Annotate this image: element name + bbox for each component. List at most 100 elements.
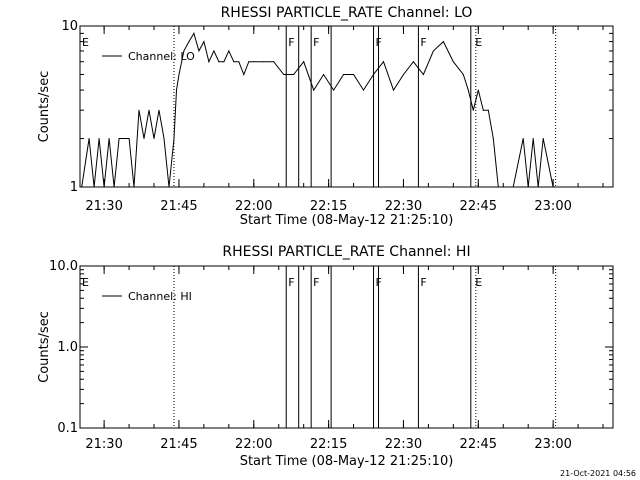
flag-label: F (376, 36, 382, 49)
data-point (113, 186, 115, 188)
data-point (98, 138, 100, 139)
flag-label: E (82, 276, 89, 289)
flag-label: F (376, 276, 382, 289)
data-point (532, 138, 534, 139)
y-axis-label: Counts/sec (37, 311, 52, 383)
data-point (128, 138, 130, 139)
x-axis-label: Start Time (08-May-12 21:25:10) (240, 213, 454, 228)
x-tick-label: 22:00 (235, 199, 272, 214)
y-tick-label: 10.0 (49, 259, 78, 274)
series-line (81, 32, 554, 188)
data-point (477, 89, 479, 91)
data-point (213, 50, 215, 52)
data-point (218, 61, 220, 63)
data-point (123, 138, 125, 139)
data-point (178, 74, 180, 75)
data-point (143, 138, 145, 139)
data-point (542, 138, 544, 139)
data-point (487, 109, 489, 111)
data-point (108, 138, 110, 139)
data-point (88, 138, 90, 139)
data-point (333, 89, 335, 91)
x-tick-label: 22:00 (235, 437, 272, 452)
y-tick-label: 0.1 (57, 421, 78, 436)
data-point (393, 89, 394, 91)
flag-label: F (313, 276, 319, 289)
data-point (81, 186, 83, 188)
data-point (512, 186, 514, 188)
data-point (442, 41, 444, 43)
data-point (537, 186, 539, 188)
x-tick-label: 22:15 (310, 199, 347, 214)
data-point (273, 61, 275, 63)
data-point (552, 186, 554, 188)
data-point (248, 61, 250, 63)
data-point (403, 74, 404, 75)
legend-label: Channel: LO (128, 50, 195, 63)
data-point (176, 89, 177, 91)
data-point (163, 138, 165, 139)
data-point (283, 74, 285, 75)
data-point (263, 61, 265, 63)
data-point (208, 61, 210, 63)
data-point (138, 109, 140, 111)
data-point (527, 186, 529, 188)
data-point (462, 74, 464, 75)
data-point (233, 61, 235, 63)
flag-label: F (288, 276, 294, 289)
y-axis-label: Counts/sec (37, 71, 52, 143)
panel-hi: RHESSI PARTICLE_RATE Channel: HI 0.1 1.0 10… (37, 244, 614, 469)
data-point (168, 186, 170, 188)
flag-label: E (475, 276, 482, 289)
data-point (472, 109, 474, 111)
data-point (293, 74, 295, 75)
data-point (313, 89, 315, 91)
data-point (467, 89, 469, 91)
flag-label: E (82, 36, 89, 49)
data-point (412, 61, 414, 63)
x-tick-label: 23:00 (534, 437, 571, 452)
legend-label: Channel: HI (128, 290, 192, 303)
data-point (363, 89, 364, 91)
data-point (148, 109, 150, 111)
x-tick-label: 22:45 (460, 437, 497, 452)
data-point (492, 138, 494, 139)
data-point (422, 74, 424, 75)
x-tick-label: 22:30 (385, 199, 422, 214)
data-point (323, 74, 325, 75)
data-point (432, 50, 434, 52)
data-point (482, 109, 484, 111)
x-tick-label: 21:45 (160, 199, 197, 214)
data-point (223, 61, 225, 63)
y-tick-label: 10 (61, 19, 78, 34)
x-tick-label: 22:45 (460, 199, 497, 214)
flag-label: F (420, 36, 426, 49)
data-point (502, 186, 504, 188)
data-point (158, 109, 160, 111)
flag-label: F (420, 276, 426, 289)
data-point (103, 186, 105, 188)
data-point (153, 138, 155, 139)
flag-label: E (475, 36, 482, 49)
data-point (522, 138, 524, 139)
panel-lo: RHESSI PARTICLE_RATE Channel: LO 1 10 21:30… (37, 5, 614, 228)
data-point (243, 74, 245, 75)
chart-title: RHESSI PARTICLE_RATE Channel: LO (221, 5, 473, 21)
data-point (173, 138, 175, 139)
data-point (303, 61, 305, 63)
data-point (343, 74, 345, 75)
data-point (183, 50, 185, 52)
flag-label: F (313, 36, 319, 49)
data-point (228, 50, 230, 52)
timestamp: 21-Oct-2021 04:56 (560, 469, 636, 478)
x-tick-label: 21:45 (160, 437, 197, 452)
data-point (373, 74, 374, 75)
data-point (353, 74, 355, 75)
data-point (383, 61, 384, 63)
x-tick-label: 23:00 (534, 199, 571, 214)
data-point (203, 41, 205, 43)
plot-frame (79, 25, 614, 188)
data-point (193, 32, 195, 34)
